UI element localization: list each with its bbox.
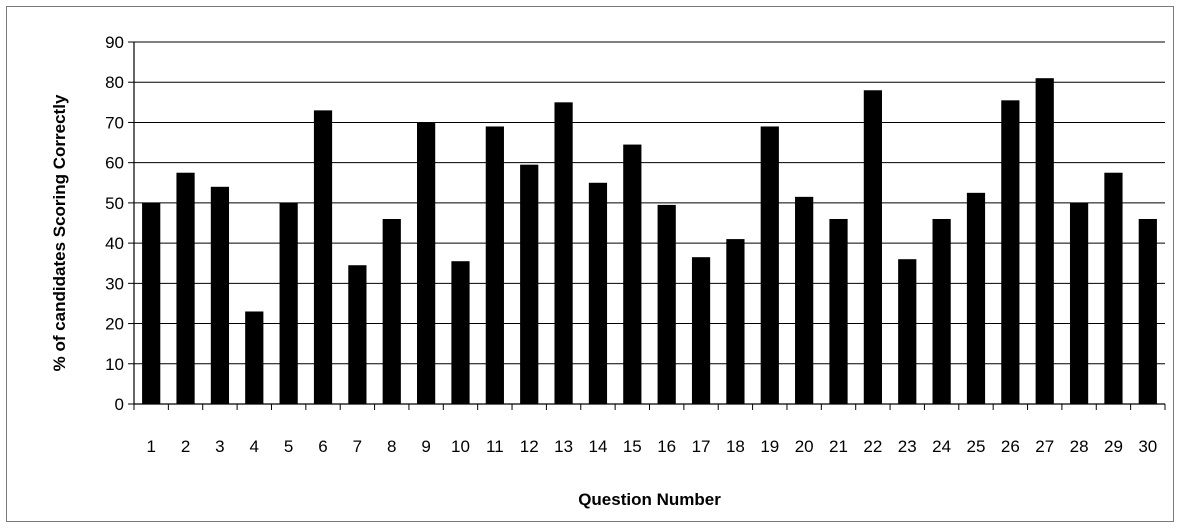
x-tick-label: 8 (387, 437, 396, 456)
x-tick-label: 13 (554, 437, 573, 456)
bar (726, 239, 745, 404)
x-tick-label: 21 (829, 437, 848, 456)
x-tick-label: 12 (520, 437, 539, 456)
bars (142, 78, 1157, 405)
x-tick-label: 18 (726, 437, 745, 456)
x-tick-label: 9 (421, 437, 430, 456)
x-tick-label: 27 (1035, 437, 1054, 456)
bar (417, 122, 436, 404)
bar (1104, 172, 1123, 404)
bar (451, 261, 470, 404)
x-tick-label: 7 (353, 437, 362, 456)
bar (795, 196, 814, 404)
chart-frame: 0 10 20 30 40 50 60 70 80 90 1 2 3 4 5 6 7 8 9 10 11 12 13 14 1… (6, 6, 1174, 522)
x-tick-label: 15 (623, 437, 642, 456)
y-tick-label: 90 (105, 33, 124, 52)
x-tick-label: 3 (215, 437, 224, 456)
x-tick-label: 30 (1138, 437, 1157, 456)
bar (313, 110, 333, 404)
bar (348, 265, 367, 404)
bar (691, 257, 711, 404)
bar (863, 90, 882, 405)
y-axis-title: % of candidates Scoring Correctly (50, 94, 69, 371)
bar (1069, 202, 1089, 404)
axes (128, 41, 1166, 410)
bar (1138, 218, 1157, 404)
bar (588, 182, 608, 404)
y-tick-label: 20 (105, 315, 124, 334)
bar (245, 311, 264, 404)
x-axis-title: Question Number (578, 490, 721, 509)
bar (966, 192, 986, 404)
bar (520, 164, 539, 404)
x-tick-label: 1 (146, 437, 155, 456)
x-tick-label: 6 (318, 437, 327, 456)
bar (932, 218, 951, 404)
y-tick-label: 60 (105, 154, 124, 173)
bar (279, 202, 298, 404)
x-tick-label: 2 (181, 437, 190, 456)
x-tick-label: 29 (1104, 437, 1123, 456)
bar (623, 144, 642, 405)
bar (382, 218, 401, 404)
y-tick-label: 0 (115, 395, 124, 414)
y-tick-label: 40 (105, 234, 124, 253)
x-tick-label: 16 (657, 437, 676, 456)
bar (898, 259, 917, 404)
bar (657, 204, 676, 404)
y-tick-label: 10 (105, 355, 124, 374)
x-tick-label: 20 (795, 437, 814, 456)
bar (760, 126, 779, 404)
x-tick-label: 24 (932, 437, 951, 456)
x-tick-label: 17 (692, 437, 711, 456)
bar (829, 218, 848, 404)
x-tick-label: 5 (284, 437, 293, 456)
x-tick-label: 4 (250, 437, 259, 456)
bar (210, 186, 230, 404)
y-tick-label: 80 (105, 73, 124, 92)
x-tick-label: 19 (760, 437, 779, 456)
x-tick-label: 22 (863, 437, 882, 456)
x-tick-label: 26 (1001, 437, 1020, 456)
bar (1001, 100, 1020, 405)
x-tick-labels: 1 2 3 4 5 6 7 8 9 10 11 12 13 14 15 16 17 18 19 20 21 22 23 24 2… (146, 437, 1157, 456)
bar (1035, 78, 1054, 404)
y-tick-label: 70 (105, 113, 124, 132)
gridlines (134, 41, 1165, 365)
bar (554, 102, 573, 404)
x-tick-label: 23 (898, 437, 917, 456)
x-tick-label: 11 (486, 437, 504, 456)
x-tick-label: 28 (1070, 437, 1089, 456)
x-tick-label: 10 (451, 437, 470, 456)
x-tick-label: 25 (967, 437, 986, 456)
y-tick-labels: 0 10 20 30 40 50 60 70 80 90 (105, 33, 124, 414)
bar (176, 172, 195, 404)
y-tick-label: 30 (105, 274, 124, 293)
bar (142, 202, 161, 404)
x-tick-label: 14 (588, 437, 607, 456)
y-tick-label: 50 (105, 194, 124, 213)
bar (485, 126, 504, 404)
